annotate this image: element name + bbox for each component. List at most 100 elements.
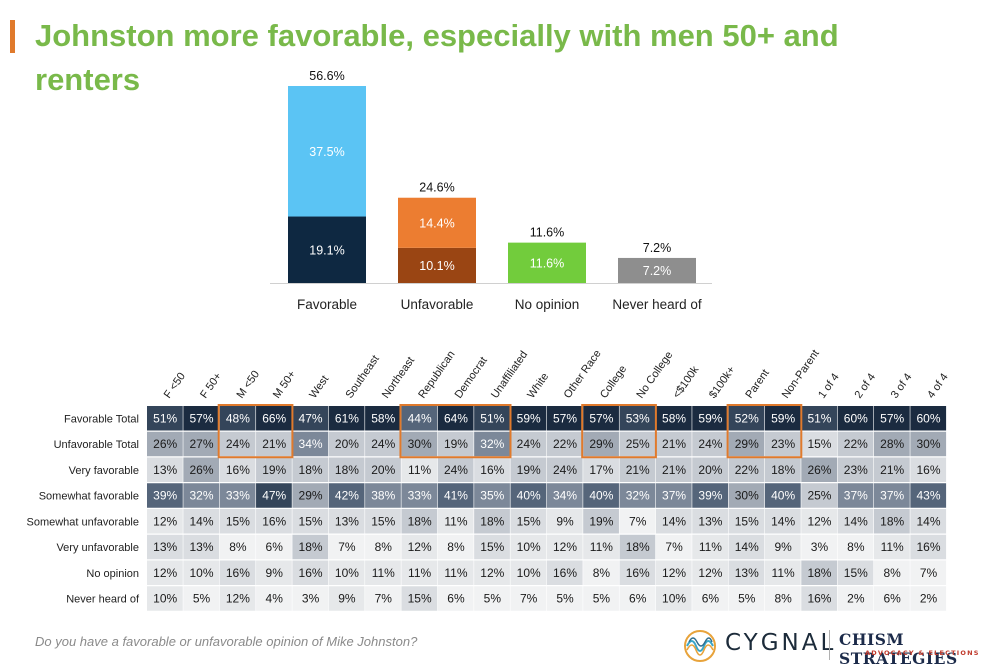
heatmap-cell xyxy=(256,406,292,431)
heatmap-cell-value: 42% xyxy=(335,489,359,503)
heatmap-cell-value: 8% xyxy=(375,540,393,554)
heatmap-cell xyxy=(837,483,874,508)
heatmap-cell-value: 3% xyxy=(302,592,320,606)
heatmap-cell xyxy=(692,586,728,611)
heatmap-cell xyxy=(365,406,401,431)
heatmap-cell-value: 60% xyxy=(844,411,868,425)
heatmap-cell-value: 21% xyxy=(880,463,904,477)
bar-total-label: 56.6% xyxy=(309,69,344,83)
heatmap-cell-value: 13% xyxy=(698,514,722,528)
heatmap-cell-value: 21% xyxy=(262,437,286,451)
heatmap-cell-value: 13% xyxy=(153,540,177,554)
heatmap-cell-value: 5% xyxy=(556,592,574,606)
heatmap-cell-value: 19% xyxy=(262,463,286,477)
heatmap-cell-value: 57% xyxy=(589,411,613,425)
heatmap-cell-value: 16% xyxy=(553,566,577,580)
column-header: M <50 xyxy=(235,369,263,401)
heatmap-cell xyxy=(183,406,220,431)
heatmap-cell xyxy=(219,586,256,611)
heatmap-cell-value: 25% xyxy=(807,489,831,503)
heatmap-cell xyxy=(764,560,801,585)
heatmap-cell-value: 8% xyxy=(884,566,902,580)
heatmap-cell-value: 18% xyxy=(480,514,504,528)
heatmap-cell-value: 57% xyxy=(553,411,577,425)
heatmap-cell-value: 16% xyxy=(226,566,250,580)
heatmap-cell xyxy=(728,457,765,482)
heatmap-cell xyxy=(183,534,220,560)
heatmap-cell-value: 26% xyxy=(807,463,831,477)
heatmap-cell-value: 16% xyxy=(917,540,941,554)
heatmap-cell-value: 33% xyxy=(408,489,432,503)
heatmap-cell-value: 12% xyxy=(807,514,831,528)
heatmap-cell-value: 24% xyxy=(698,437,722,451)
heatmap-cell-value: 22% xyxy=(844,437,868,451)
row-label: Very unfavorable xyxy=(56,542,139,554)
heatmap-cell xyxy=(183,431,220,457)
heatmap-cell-value: 8% xyxy=(774,592,792,606)
heatmap-cell xyxy=(764,509,801,534)
heatmap-cell xyxy=(655,586,692,611)
heatmap-cell xyxy=(328,431,365,457)
heatmap-cell xyxy=(546,406,583,431)
heatmap-cell-value: 6% xyxy=(884,592,902,606)
heatmap-cell xyxy=(546,457,583,482)
heatmap-cell xyxy=(801,509,838,534)
column-header: Parent xyxy=(743,367,771,400)
heatmap-cell-value: 7% xyxy=(665,540,683,554)
heatmap-cell xyxy=(546,586,583,611)
heatmap-cell-value: 37% xyxy=(662,489,686,503)
heatmap-cell-value: 37% xyxy=(880,489,904,503)
heatmap-cell xyxy=(801,457,838,482)
heatmap-cell-value: 44% xyxy=(408,411,432,425)
column-header: Republican xyxy=(416,349,457,401)
heatmap-cell-value: 11% xyxy=(444,566,467,580)
heatmap-cell-value: 39% xyxy=(698,489,722,503)
heatmap-cell-value: 11% xyxy=(408,566,431,580)
heatmap-cell xyxy=(401,509,438,534)
heatmap-cell xyxy=(183,457,220,482)
heatmap-cell-value: 53% xyxy=(626,411,650,425)
heatmap-cell-value: 58% xyxy=(662,411,686,425)
heatmap-cell xyxy=(546,560,583,585)
heatmap-cell-value: 9% xyxy=(556,514,574,528)
heatmap-cell-value: 2% xyxy=(920,592,938,606)
heatmap-cell xyxy=(328,483,365,508)
heatmap-cell-value: 47% xyxy=(262,489,286,503)
heatmap-cell-value: 51% xyxy=(153,411,177,425)
heatmap-cell xyxy=(437,406,474,431)
bar-segment-lower xyxy=(398,247,476,283)
heatmap-cell-value: 9% xyxy=(266,566,284,580)
heatmap-cell xyxy=(874,457,910,482)
heatmap-cell xyxy=(510,457,547,482)
heatmap-cell xyxy=(401,560,438,585)
heatmap-cell-value: 51% xyxy=(480,411,504,425)
heatmap-cell xyxy=(256,560,292,585)
chism-logo-name: CHISM STRATEGIES xyxy=(839,630,958,668)
row-label: Favorable Total xyxy=(64,413,139,425)
heatmap-cell xyxy=(365,457,401,482)
heatmap-cell-value: 12% xyxy=(662,566,686,580)
bar-segment-lower xyxy=(618,257,696,283)
heatmap-cell-value: 64% xyxy=(444,411,468,425)
heatmap-cell-value: 22% xyxy=(735,463,759,477)
column-header: M 50+ xyxy=(271,369,299,401)
heatmap-cell-value: 14% xyxy=(190,514,214,528)
heatmap-cell-value: 8% xyxy=(593,566,611,580)
heatmap-cell-value: 15% xyxy=(844,566,868,580)
column-header: White xyxy=(525,371,551,401)
heatmap-cell xyxy=(801,560,838,585)
heatmap-cell xyxy=(692,534,728,560)
heatmap-cell xyxy=(147,586,183,611)
heatmap-cell xyxy=(837,560,874,585)
heatmap-cell xyxy=(655,406,692,431)
heatmap-cell xyxy=(219,560,256,585)
heatmap-cell xyxy=(619,560,656,585)
heatmap-cell-value: 30% xyxy=(408,437,432,451)
column-header: College xyxy=(598,363,629,400)
row-label: Unfavorable Total xyxy=(54,439,139,451)
heatmap-cell xyxy=(583,431,619,457)
heatmap-cell xyxy=(546,534,583,560)
heatmap-cell xyxy=(147,483,183,508)
heatmap-cell-value: 8% xyxy=(229,540,247,554)
heatmap-cell xyxy=(837,457,874,482)
